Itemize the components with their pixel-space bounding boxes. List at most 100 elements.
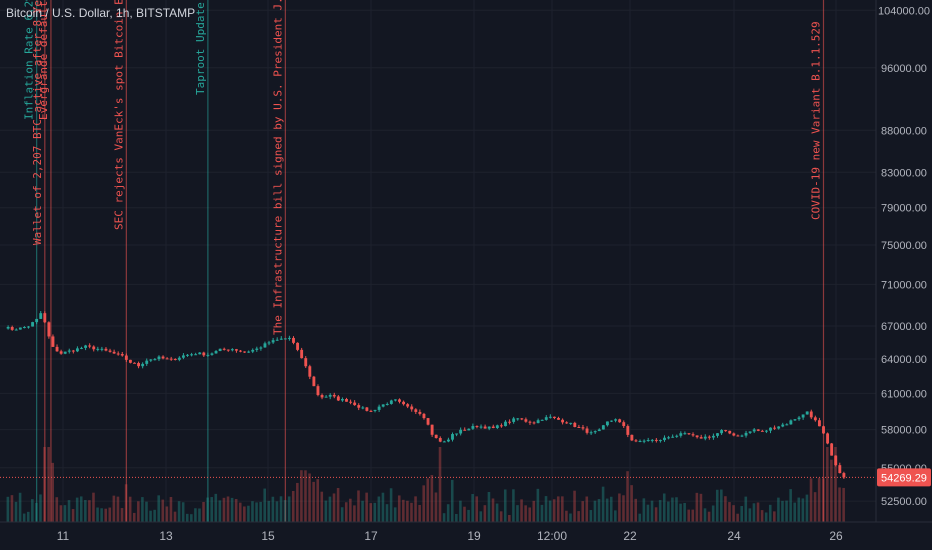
candle-body[interactable] (345, 399, 348, 402)
candle-body[interactable] (658, 440, 662, 442)
candle-body[interactable] (398, 399, 401, 402)
candle-body[interactable] (239, 350, 242, 352)
candle-body[interactable] (226, 349, 230, 351)
candle-body[interactable] (483, 426, 487, 429)
candle-body[interactable] (626, 426, 630, 435)
candle-body[interactable] (707, 436, 711, 438)
candle-body[interactable] (234, 349, 238, 351)
candle-body[interactable] (153, 359, 157, 361)
candle-body[interactable] (695, 435, 699, 438)
candle-body[interactable] (80, 347, 83, 349)
candle-body[interactable] (39, 313, 43, 319)
candle-body[interactable] (781, 424, 785, 427)
candle-body[interactable] (402, 401, 406, 405)
candle-body[interactable] (300, 349, 304, 359)
candle-body[interactable] (667, 437, 671, 439)
candle-body[interactable] (389, 400, 393, 404)
candle-body[interactable] (292, 337, 295, 343)
candle-body[interactable] (434, 434, 438, 439)
candle-body[interactable] (336, 396, 340, 401)
candle-body[interactable] (495, 425, 499, 429)
candle-body[interactable] (173, 358, 177, 360)
candle-body[interactable] (35, 318, 39, 323)
candle-body[interactable] (10, 326, 14, 330)
candle-body[interactable] (67, 350, 71, 352)
candle-body[interactable] (92, 346, 96, 350)
candle-body[interactable] (467, 428, 471, 431)
candle-body[interactable] (59, 351, 63, 354)
candle-body[interactable] (222, 348, 226, 350)
candle-body[interactable] (744, 432, 748, 436)
candle-body[interactable] (646, 440, 650, 442)
candle-body[interactable] (752, 429, 756, 432)
candle-body[interactable] (736, 435, 740, 437)
candle-body[interactable] (161, 356, 165, 359)
candle-body[interactable] (177, 357, 181, 360)
candle-body[interactable] (504, 421, 507, 427)
candle-body[interactable] (455, 433, 459, 435)
candle-body[interactable] (597, 429, 601, 432)
candle-body[interactable] (520, 418, 524, 420)
candle-body[interactable] (561, 419, 565, 423)
candle-body[interactable] (711, 435, 715, 438)
candle-body[interactable] (381, 404, 385, 407)
candle-body[interactable] (822, 426, 825, 434)
candle-body[interactable] (361, 407, 365, 409)
candle-body[interactable] (243, 351, 247, 353)
candle-body[interactable] (785, 424, 789, 426)
candle-body[interactable] (27, 326, 30, 328)
candle-body[interactable] (100, 348, 104, 350)
candle-body[interactable] (557, 417, 560, 420)
candle-body[interactable] (165, 358, 169, 360)
candle-body[interactable] (569, 422, 573, 424)
candle-body[interactable] (475, 426, 479, 428)
candle-body[interactable] (181, 355, 185, 358)
candle-body[interactable] (71, 350, 75, 352)
candle-body[interactable] (247, 351, 251, 353)
candle-body[interactable] (128, 359, 132, 363)
candle-body[interactable] (157, 356, 161, 360)
candle-body[interactable] (194, 354, 198, 356)
candle-body[interactable] (683, 433, 687, 435)
candle-body[interactable] (728, 430, 732, 434)
candles[interactable] (6, 310, 846, 479)
candle-body[interactable] (267, 342, 271, 344)
candle-body[interactable] (724, 430, 728, 432)
candle-body[interactable] (528, 421, 532, 423)
candle-body[interactable] (703, 436, 707, 439)
candle-body[interactable] (548, 416, 552, 418)
candle-body[interactable] (622, 422, 626, 427)
candle-body[interactable] (55, 346, 59, 352)
candle-body[interactable] (108, 350, 112, 352)
candle-body[interactable] (508, 421, 512, 423)
candle-body[interactable] (124, 355, 128, 360)
candle-body[interactable] (422, 413, 426, 419)
candle-body[interactable] (675, 435, 679, 437)
candle-body[interactable] (663, 437, 666, 441)
candle-body[interactable] (777, 426, 781, 429)
candle-body[interactable] (438, 438, 442, 442)
candle-body[interactable] (47, 322, 51, 337)
candle-body[interactable] (491, 426, 495, 429)
candle-body[interactable] (605, 421, 609, 426)
candle-body[interactable] (63, 351, 67, 354)
candle-body[interactable] (634, 440, 638, 442)
candle-body[interactable] (251, 349, 255, 352)
candle-body[interactable] (826, 433, 830, 444)
candle-body[interactable] (6, 326, 10, 329)
candle-body[interactable] (137, 363, 141, 367)
candle-body[interactable] (716, 433, 719, 436)
candle-body[interactable] (31, 322, 35, 327)
candle-body[interactable] (116, 353, 120, 355)
candle-body[interactable] (259, 347, 263, 349)
candle-body[interactable] (287, 337, 291, 339)
candle-body[interactable] (22, 327, 26, 329)
candle-body[interactable] (332, 394, 336, 397)
candle-body[interactable] (75, 348, 79, 352)
candle-body[interactable] (385, 403, 389, 405)
candle-body[interactable] (263, 343, 267, 348)
candle-body[interactable] (642, 440, 646, 442)
candle-body[interactable] (43, 313, 47, 323)
candle-body[interactable] (740, 435, 744, 437)
